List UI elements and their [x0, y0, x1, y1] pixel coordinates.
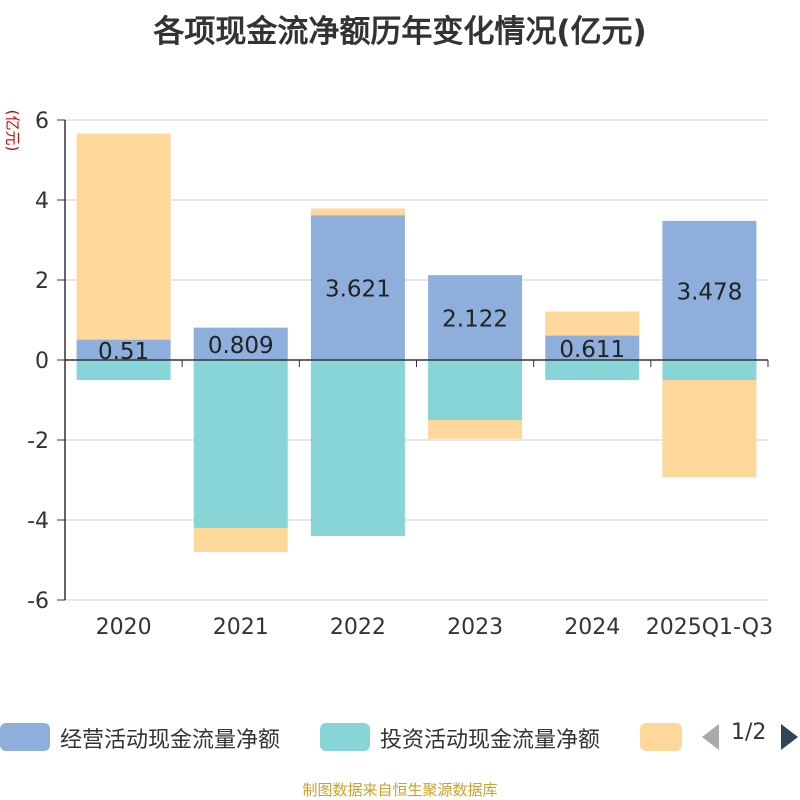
data-source-note: 制图数据来自恒生聚源数据库: [302, 781, 498, 799]
bars: [76, 133, 757, 552]
bar-2-2020: [76, 133, 171, 340]
legend-swatch-financing: [640, 723, 682, 751]
y-tick-label: -4: [27, 509, 49, 534]
bar-1-2020: [76, 360, 171, 380]
bar-2-2025Q1-Q3: [662, 380, 757, 478]
bar-2-2021: [193, 528, 288, 552]
bar-0-2020: [76, 339, 171, 360]
data-labels: 0.51 0.809 3.621 2.122 0.611 3.478: [98, 277, 742, 365]
legend-label-operating: 经营活动现金流量净额: [60, 728, 281, 753]
x-tick-label-2020: 2020: [96, 615, 152, 640]
data-label-2023: 2.122: [442, 307, 508, 333]
x-tick-label-2022: 2022: [330, 615, 386, 640]
legend-swatch-investing: [320, 723, 370, 751]
bar-1-2022: [310, 360, 405, 536]
x-tick-label-2023: 2023: [447, 615, 503, 640]
axes: 6 4 2 0 -2 -4 -6 2020 2021 2022 2023 2024 2025Q1-Q3: [27, 109, 773, 640]
legend-page-indicator: 1/2: [731, 720, 767, 745]
data-label-2022: 3.621: [325, 277, 391, 303]
bar-2-2024: [545, 311, 640, 336]
legend-prev-page-icon[interactable]: [702, 724, 719, 750]
x-tick-label-2025Q1-Q3: 2025Q1-Q3: [646, 615, 773, 640]
bar-0-2022: [310, 215, 405, 360]
gridlines: [65, 119, 768, 601]
x-tick-label-2024: 2024: [564, 615, 620, 640]
y-tick-label: 4: [35, 189, 49, 214]
y-tick-label: -6: [27, 589, 49, 614]
data-label-2025Q1-Q3: 3.478: [676, 279, 742, 305]
y-tick-label: -2: [27, 429, 49, 454]
legend-swatch-operating: [0, 723, 50, 751]
chart-title: 各项现金流净额历年变化情况(亿元): [153, 14, 647, 50]
bar-0-2025Q1-Q3: [662, 220, 757, 360]
bar-0-2021: [193, 327, 288, 360]
bar-1-2023: [428, 360, 523, 420]
data-label-2020: 0.51: [98, 339, 149, 365]
y-tick-label: 2: [35, 269, 49, 294]
data-label-2024: 0.611: [559, 337, 625, 363]
x-tick-label-2021: 2021: [213, 615, 269, 640]
legend: 经营活动现金流量净额 投资活动现金流量净额 1/2: [0, 716, 800, 756]
bar-1-2024: [545, 360, 640, 380]
bar-1-2021: [193, 360, 288, 528]
legend-next-page-icon[interactable]: [781, 724, 798, 750]
bar-0-2024: [545, 335, 640, 360]
bar-1-2025Q1-Q3: [662, 360, 757, 380]
y-tick-label: 6: [35, 109, 49, 134]
bar-0-2023: [428, 275, 523, 360]
y-tick-label: 0: [35, 349, 49, 374]
bar-2-2023: [428, 420, 523, 439]
bar-2-2022: [310, 208, 405, 216]
data-label-2021: 0.809: [208, 333, 274, 359]
legend-label-investing: 投资活动现金流量净额: [380, 728, 601, 753]
